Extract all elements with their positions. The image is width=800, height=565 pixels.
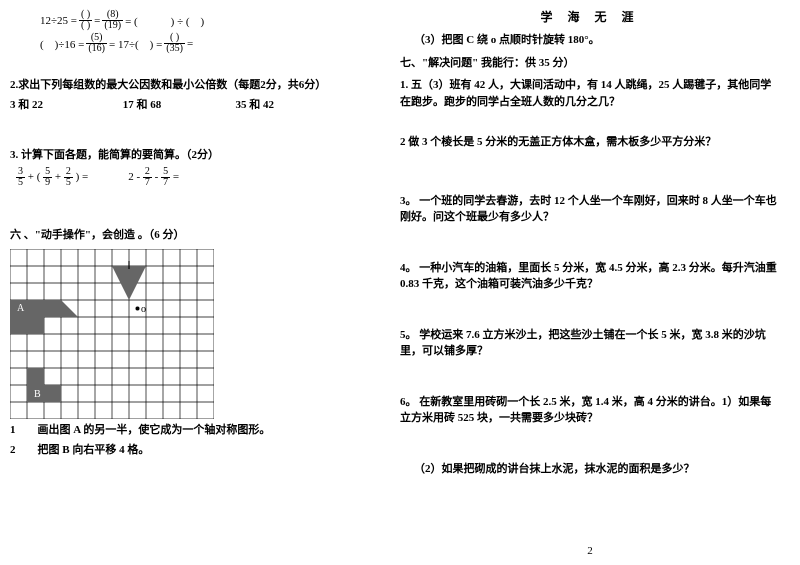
label-a: A	[17, 303, 25, 314]
equation-2: ( )÷16 = (5)(16) = 17÷( ) = ( )(35) =	[40, 33, 380, 54]
q3-expr2: 2 - 27 - 57 =	[128, 167, 179, 188]
q2-g2: 17 和 68	[123, 97, 233, 114]
q3: 3。 一个班的同学去春游，去时 12 个人坐一个车刚好，回来时 8 人坐一个车也…	[400, 193, 780, 226]
q3-title: 3. 计算下面各题，能简算的要简算。（2分）	[10, 147, 380, 164]
r1: （3）把图 C 绕 o 点顺时针旋转 180°。	[414, 32, 780, 49]
q6b: （2）如果把砌成的讲台抹上水泥，抹水泥的面积是多少？	[414, 461, 780, 478]
q3-expr1: 35 + ( 59 + 25 ) =	[16, 167, 88, 188]
q1: 1. 五（3）班有 42 人，大课间活动中，有 14 人跳绳，25 人踢毽子，其…	[400, 77, 780, 110]
frac-d: ( )(35)	[164, 33, 185, 54]
eq1-mid: =	[94, 15, 100, 27]
equation-1: 12÷25 = ( )( ) = (8)(19) = ( ) ÷ ( )	[40, 10, 380, 31]
q5: 5。 学校运来 7.6 立方米沙土，把这些沙土铺在一个长 5 米，宽 3.8 米…	[400, 327, 780, 360]
eq2-mid: = 17÷( ) =	[109, 36, 162, 52]
page-number: 2	[400, 545, 780, 557]
q4: 4。 一种小汽车的油箱，里面长 5 分米，宽 4.5 分米，高 2.3 分米。每…	[400, 260, 780, 293]
q2-g3: 35 和 42	[236, 99, 275, 111]
page-header: 学 海 无 涯	[400, 8, 780, 25]
q2-g1: 3 和 22	[10, 97, 120, 114]
eq2-prefix: ( )÷16 =	[40, 36, 84, 52]
frac-c: (5)(16)	[86, 33, 107, 54]
left-column: 12÷25 = ( )( ) = (8)(19) = ( ) ÷ ( ) ( )…	[0, 0, 390, 565]
frac-a: ( )( )	[79, 10, 92, 31]
eq1-prefix: 12÷25 =	[40, 15, 77, 27]
section-6-title: 六 、"动手操作"，会创造 。（6 分）	[10, 227, 380, 244]
q2: 2 做 3 个棱长是 5 分米的无盖正方体木盒，需木板多少平方分米？	[400, 134, 780, 151]
q3-expressions: 35 + ( 59 + 25 ) = 2 - 27 - 57 =	[16, 167, 380, 188]
label-b: B	[34, 389, 41, 400]
eq2-tail: =	[187, 38, 193, 50]
grid-svg: o A B	[10, 249, 214, 419]
point-o	[136, 307, 140, 311]
sub-task-2: 2 把图 B 向右平移 4 格。	[10, 442, 380, 459]
page-root: 12÷25 = ( )( ) = (8)(19) = ( ) ÷ ( ) ( )…	[0, 0, 800, 565]
eq1-tail: = ( ) ÷ ( )	[125, 13, 204, 29]
q2-groups: 3 和 22 17 和 68 35 和 42	[10, 97, 380, 114]
label-o: o	[141, 304, 146, 315]
grid-figure: o A B	[10, 249, 214, 419]
q2-title: 2.求出下列每组数的最大公因数和最小公倍数（每题2分，共6分）	[10, 77, 380, 94]
right-column: 学 海 无 涯 （3）把图 C 绕 o 点顺时针旋转 180°。 七、"解决问题…	[390, 0, 790, 565]
section-7-title: 七、"解决问题" 我能行：供 35 分）	[400, 55, 780, 72]
frac-b: (8)(19)	[102, 10, 123, 31]
q6: 6。 在新教室里用砖砌一个长 2.5 米，宽 1.4 米，高 4 分米的讲台。1…	[400, 394, 780, 427]
sub-task-1: 1 画出图 A 的另一半，使它成为一个轴对称图形。	[10, 422, 380, 439]
